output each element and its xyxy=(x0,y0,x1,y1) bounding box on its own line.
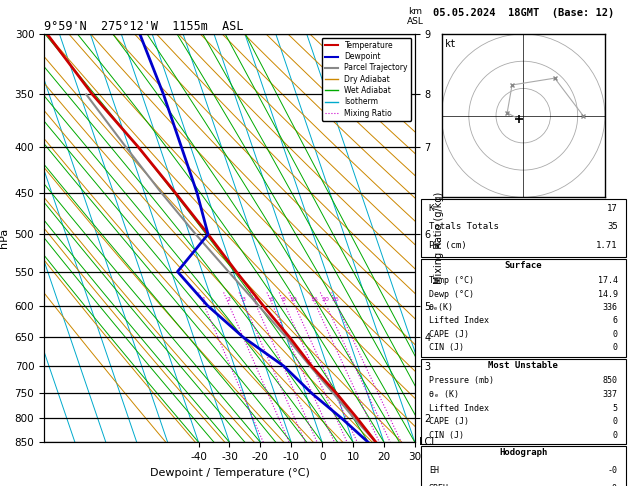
Text: CIN (J): CIN (J) xyxy=(429,431,464,440)
Text: 17: 17 xyxy=(607,204,618,213)
Text: 10: 10 xyxy=(289,297,298,302)
Text: Temp (°C): Temp (°C) xyxy=(429,276,474,285)
Text: Lifted Index: Lifted Index xyxy=(429,404,489,413)
Text: -0: -0 xyxy=(608,484,618,486)
Text: 17.4: 17.4 xyxy=(598,276,618,285)
Text: Pressure (mb): Pressure (mb) xyxy=(429,376,494,385)
Text: EH: EH xyxy=(429,466,439,475)
Text: 8: 8 xyxy=(282,297,286,302)
Text: 6: 6 xyxy=(269,297,274,302)
Bar xyxy=(421,446,626,486)
Text: 9°59'N  275°12'W  1155m  ASL: 9°59'N 275°12'W 1155m ASL xyxy=(44,20,243,33)
Legend: Temperature, Dewpoint, Parcel Trajectory, Dry Adiabat, Wet Adiabat, Isotherm, Mi: Temperature, Dewpoint, Parcel Trajectory… xyxy=(321,38,411,121)
Text: Most Unstable: Most Unstable xyxy=(488,361,558,370)
Text: 20: 20 xyxy=(321,297,329,302)
Text: 0: 0 xyxy=(613,417,618,426)
Text: 35: 35 xyxy=(607,223,618,231)
Text: 337: 337 xyxy=(603,390,618,399)
Text: CIN (J): CIN (J) xyxy=(429,343,464,352)
Text: Dewp (°C): Dewp (°C) xyxy=(429,290,474,299)
Text: 3: 3 xyxy=(242,297,245,302)
Text: 0: 0 xyxy=(613,343,618,352)
Text: 0: 0 xyxy=(613,431,618,440)
Text: 05.05.2024  18GMT  (Base: 12): 05.05.2024 18GMT (Base: 12) xyxy=(433,8,614,17)
Text: Surface: Surface xyxy=(504,260,542,270)
Text: 6: 6 xyxy=(613,316,618,326)
Y-axis label: hPa: hPa xyxy=(0,228,9,248)
Text: PW (cm): PW (cm) xyxy=(429,241,467,250)
Text: SREH: SREH xyxy=(429,484,449,486)
Text: 14.9: 14.9 xyxy=(598,290,618,299)
Bar xyxy=(421,259,626,357)
Text: Totals Totals: Totals Totals xyxy=(429,223,499,231)
Text: Hodograph: Hodograph xyxy=(499,449,547,457)
Text: 4: 4 xyxy=(253,297,257,302)
Text: 1: 1 xyxy=(201,297,205,302)
Bar xyxy=(421,199,626,257)
Text: 5: 5 xyxy=(613,404,618,413)
Text: 0: 0 xyxy=(613,330,618,339)
Text: 2: 2 xyxy=(226,297,230,302)
Text: K: K xyxy=(429,204,434,213)
Y-axis label: Mixing Ratio (g/kg): Mixing Ratio (g/kg) xyxy=(433,192,443,284)
X-axis label: Dewpoint / Temperature (°C): Dewpoint / Temperature (°C) xyxy=(150,468,309,478)
Text: 336: 336 xyxy=(603,303,618,312)
Text: 16: 16 xyxy=(311,297,318,302)
Text: CAPE (J): CAPE (J) xyxy=(429,417,469,426)
Text: km
ASL: km ASL xyxy=(406,7,423,26)
Text: CAPE (J): CAPE (J) xyxy=(429,330,469,339)
Text: 850: 850 xyxy=(603,376,618,385)
Text: θₑ(K): θₑ(K) xyxy=(429,303,454,312)
Text: -0: -0 xyxy=(608,466,618,475)
Text: Lifted Index: Lifted Index xyxy=(429,316,489,326)
Text: 1.71: 1.71 xyxy=(596,241,618,250)
Bar xyxy=(421,359,626,444)
Text: 25: 25 xyxy=(331,297,340,302)
Text: LCL: LCL xyxy=(419,437,437,447)
Text: θₑ (K): θₑ (K) xyxy=(429,390,459,399)
